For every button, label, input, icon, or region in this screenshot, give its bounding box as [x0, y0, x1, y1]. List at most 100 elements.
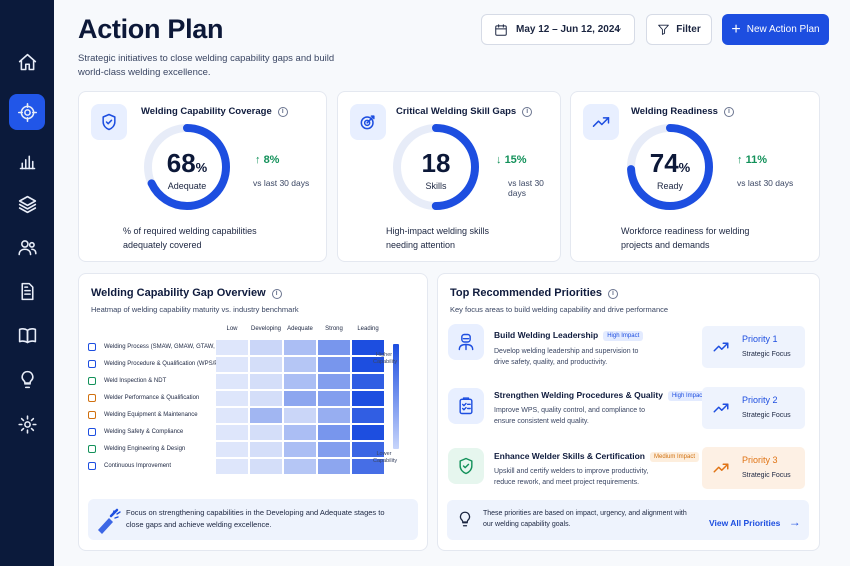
- heatmap-cell[interactable]: [216, 425, 248, 440]
- heatmap-cell[interactable]: [216, 459, 248, 474]
- heatmap-cell[interactable]: [284, 374, 316, 389]
- arrow-right-icon: →: [788, 515, 801, 529]
- heatmap-cell[interactable]: [352, 408, 384, 423]
- heatmap-cell[interactable]: [318, 442, 350, 457]
- heatmap-cell[interactable]: [284, 340, 316, 355]
- priority-icon-box: [448, 324, 484, 360]
- priorities-title-text: Top Recommended Priorities: [450, 287, 602, 299]
- priority-icon-box: [448, 388, 484, 424]
- layers-icon: [18, 195, 36, 213]
- heatmap-cell[interactable]: [318, 391, 350, 406]
- heatmap-row-label: Welder Performance & Qualification: [88, 390, 199, 406]
- priority-rank-box[interactable]: Priority 2 Strategic Focus: [702, 387, 805, 429]
- kpi-icon-box: [583, 104, 619, 140]
- heatmap-cell[interactable]: [216, 408, 248, 423]
- clipboard-icon: [459, 397, 473, 415]
- heatmap-cell[interactable]: [284, 408, 316, 423]
- info-icon[interactable]: i: [608, 289, 618, 299]
- heatmap-cell[interactable]: [250, 357, 282, 372]
- nav-settings[interactable]: [9, 406, 45, 442]
- heatmap-cell[interactable]: [250, 425, 282, 440]
- kpi-description: High-impact welding skills needing atten…: [386, 226, 490, 250]
- heatmap-cell[interactable]: [284, 357, 316, 372]
- heatmap-cell[interactable]: [284, 425, 316, 440]
- heatmap-cell[interactable]: [250, 391, 282, 406]
- nav-action-plan[interactable]: [9, 94, 45, 130]
- heatmap-cell[interactable]: [284, 391, 316, 406]
- kpi-card-skill-gaps: Critical Welding Skill Gaps i 18 Skills ↓…: [337, 91, 561, 262]
- impact-badge: High Impact: [667, 391, 708, 401]
- priority-title: Strengthen Welding Procedures & Quality H…: [494, 390, 708, 401]
- heatmap-cell[interactable]: [250, 442, 282, 457]
- kpi-value-number: 68: [166, 148, 196, 178]
- heatmap-row-label: Welding Process (SMAW, GMAW, GTAW, etc.): [88, 339, 228, 355]
- priority-focus-label: Strategic Focus: [742, 412, 791, 419]
- heatmap-cell[interactable]: [250, 459, 282, 474]
- info-icon[interactable]: i: [271, 289, 282, 299]
- kpi-delta-value: 8%: [263, 154, 280, 166]
- heatmap-cell[interactable]: [318, 357, 350, 372]
- nav-library[interactable]: [9, 317, 45, 353]
- priority-title-text: Build Welding Leadership: [494, 330, 599, 340]
- kpi-card-coverage: Welding Capability Coverage i 68% Adequat…: [78, 91, 327, 262]
- filter-button[interactable]: Filter: [646, 14, 712, 45]
- nav-layers[interactable]: [9, 186, 45, 222]
- kpi-delta: ↑ 11%: [737, 154, 767, 166]
- heatmap-cell[interactable]: [250, 340, 282, 355]
- heatmap-cell[interactable]: [216, 442, 248, 457]
- filter-icon: [658, 24, 670, 35]
- new-action-plan-button[interactable]: + New Action Plan: [722, 14, 829, 45]
- heatmap-cell[interactable]: [250, 408, 282, 423]
- heatmap-cell[interactable]: [352, 425, 384, 440]
- heatmap-cell[interactable]: [284, 442, 316, 457]
- heatmap-cell[interactable]: [284, 459, 316, 474]
- heatmap-cell[interactable]: [352, 391, 384, 406]
- new-action-plan-label: New Action Plan: [746, 24, 820, 35]
- book-icon: [18, 327, 36, 343]
- nav-documents[interactable]: [9, 273, 45, 309]
- date-range-picker[interactable]: May 12 – Jun 12, 2024: [481, 14, 635, 45]
- nav-people[interactable]: [9, 229, 45, 265]
- shield-check-icon: [102, 113, 116, 131]
- heatmap-column-header: Strong: [325, 326, 343, 332]
- nav-home[interactable]: [9, 44, 45, 80]
- heatmap-cell[interactable]: [352, 357, 384, 372]
- info-icon[interactable]: i: [277, 107, 288, 117]
- info-icon[interactable]: i: [522, 107, 533, 117]
- heatmap-cell[interactable]: [352, 442, 384, 457]
- nav-insights[interactable]: [9, 361, 45, 397]
- heatmap-cell[interactable]: [216, 340, 248, 355]
- heatmap-row-label: Continuous Improvement: [88, 458, 171, 474]
- kpi-delta-value: 15%: [504, 154, 527, 166]
- heatmap-cell[interactable]: [216, 391, 248, 406]
- priority-rank-box[interactable]: Priority 1 Strategic Focus: [702, 326, 805, 368]
- kpi-ring-progress: [144, 124, 230, 210]
- heatmap-cell[interactable]: [216, 357, 248, 372]
- heatmap-cell[interactable]: [318, 374, 350, 389]
- kpi-value: 74%: [625, 148, 715, 179]
- heatmap-cell[interactable]: [352, 340, 384, 355]
- view-all-priorities-link[interactable]: View All Priorities →: [709, 515, 801, 529]
- heatmap-cell[interactable]: [318, 425, 350, 440]
- lightbulb-icon: [459, 511, 471, 527]
- nav-analytics[interactable]: [9, 143, 45, 179]
- kpi-description: % of required welding capabilities adequ…: [123, 226, 257, 250]
- heatmap-cell[interactable]: [318, 459, 350, 474]
- kpi-value-label: Adequate: [167, 181, 207, 191]
- heatmap-title: Welding Capability Gap Overview i: [91, 287, 282, 299]
- heatmap-column-header: Adequate: [287, 326, 313, 332]
- heatmap-cell[interactable]: [318, 340, 350, 355]
- heatmap-cell[interactable]: [250, 374, 282, 389]
- heatmap-cell[interactable]: [352, 459, 384, 474]
- kpi-icon-box: [350, 104, 386, 140]
- page-title: Action Plan: [78, 14, 224, 44]
- settings-icon: [17, 414, 37, 434]
- heatmap-cell[interactable]: [318, 408, 350, 423]
- capability-icon: [88, 462, 96, 470]
- heatmap-cell[interactable]: [216, 374, 248, 389]
- heatmap-cell[interactable]: [352, 374, 384, 389]
- kpi-value-number: 18: [421, 148, 451, 178]
- heatmap-row-text: Welder Performance & Qualification: [104, 395, 200, 401]
- info-icon[interactable]: i: [723, 107, 734, 117]
- priority-rank-box[interactable]: Priority 3 Strategic Focus: [702, 447, 805, 489]
